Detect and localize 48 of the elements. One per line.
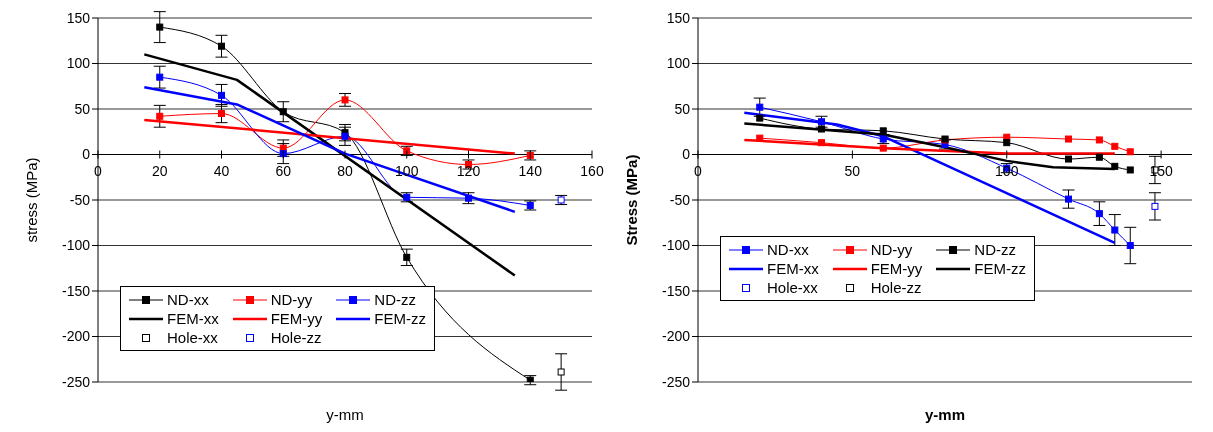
legend-label: FEM-zz xyxy=(374,310,427,327)
x-tick-label: 60 xyxy=(275,162,292,179)
x-axis-title: y-mm xyxy=(326,406,364,423)
y-tick-label: 50 xyxy=(74,100,91,117)
legend-label: Hole-xx xyxy=(167,329,218,346)
legend-label: Hole-zz xyxy=(270,329,322,346)
x-tick-label: 0 xyxy=(694,162,703,179)
y-tick-label: -200 xyxy=(61,328,91,345)
legend-label: ND-yy xyxy=(870,241,913,259)
legend-label: ND-xx xyxy=(167,291,209,308)
y-tick-label: -250 xyxy=(661,373,691,390)
legend-label: Hole-xx xyxy=(767,279,818,297)
y-tick-label: 50 xyxy=(674,100,691,117)
legend-label: FEM-xx xyxy=(167,310,219,327)
legend-label: ND-zz xyxy=(974,241,1017,259)
y-tick-label: -100 xyxy=(61,237,91,254)
legend-label: FEM-xx xyxy=(767,260,819,278)
y-tick-label: -150 xyxy=(661,282,691,299)
y-tick-label: 100 xyxy=(666,55,691,72)
x-tick-label: 0 xyxy=(94,162,103,179)
y-tick-label: -250 xyxy=(61,373,91,390)
y-tick-label: 0 xyxy=(82,146,91,163)
x-tick-label: 140 xyxy=(518,162,543,179)
x-tick-label: 50 xyxy=(844,162,861,179)
y-tick-label: -100 xyxy=(661,237,691,254)
x-tick-label: 160 xyxy=(580,162,604,179)
legend-label: ND-xx xyxy=(767,241,809,259)
x-axis-title: y-mm xyxy=(924,406,966,423)
legend-label: FEM-yy xyxy=(870,260,923,278)
legend-label: FEM-zz xyxy=(974,260,1027,278)
y-axis-title: Stress (MPa) xyxy=(623,154,641,246)
x-tick-label: 20 xyxy=(151,162,168,179)
y-axis-title: stress (MPa) xyxy=(23,157,41,243)
y-tick-label: 0 xyxy=(682,146,691,163)
x-tick-label: 80 xyxy=(337,162,353,179)
x-tick-label: 40 xyxy=(213,162,230,179)
legend-label: Hole-zz xyxy=(870,279,922,297)
y-tick-label: 150 xyxy=(666,9,691,26)
legend-label: FEM-yy xyxy=(270,310,323,327)
legend-label: ND-yy xyxy=(270,291,313,308)
y-tick-label: 150 xyxy=(66,9,91,26)
legend-label: ND-zz xyxy=(374,291,417,308)
x-tick-label: 120 xyxy=(456,162,481,179)
y-tick-label: -50 xyxy=(669,191,691,208)
y-tick-label: -150 xyxy=(61,282,91,299)
y-tick-label: -50 xyxy=(69,191,91,208)
y-tick-label: 100 xyxy=(66,55,91,72)
y-tick-label: -200 xyxy=(661,328,691,345)
